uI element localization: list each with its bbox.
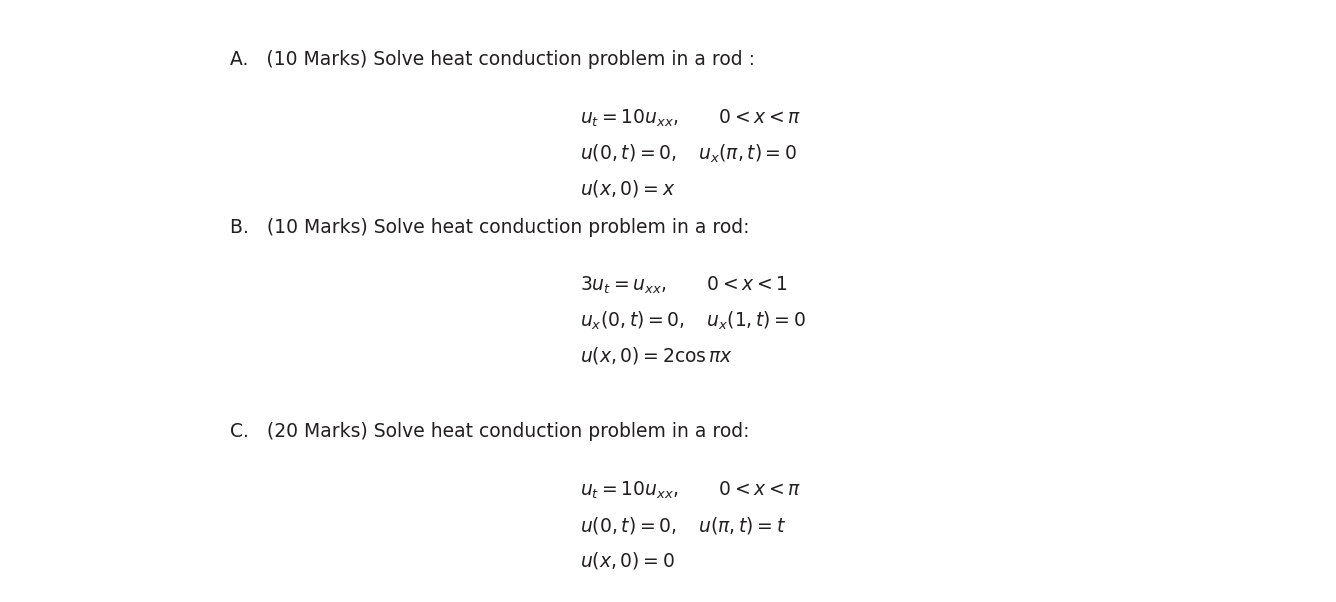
Text: $u_t = 10u_{xx},\qquad 0 < x < \pi$: $u_t = 10u_{xx},\qquad 0 < x < \pi$	[580, 108, 802, 129]
Text: $u(0,t) = 0,\quad u_x(\pi, t) = 0$: $u(0,t) = 0,\quad u_x(\pi, t) = 0$	[580, 143, 798, 166]
Text: A.   (10 Marks) Solve heat conduction problem in a rod :: A. (10 Marks) Solve heat conduction prob…	[230, 50, 755, 69]
Text: $u_x(0,t) = 0,\quad u_x(1,t) = 0$: $u_x(0,t) = 0,\quad u_x(1,t) = 0$	[580, 310, 806, 332]
Text: C.   (20 Marks) Solve heat conduction problem in a rod:: C. (20 Marks) Solve heat conduction prob…	[230, 422, 749, 441]
Text: $3u_t = u_{xx},\qquad 0 < x < 1$: $3u_t = u_{xx},\qquad 0 < x < 1$	[580, 275, 788, 296]
Text: $u(x,0) = 2\cos\pi x$: $u(x,0) = 2\cos\pi x$	[580, 345, 733, 366]
Text: $u(x,0) = 0$: $u(x,0) = 0$	[580, 550, 675, 571]
Text: B.   (10 Marks) Solve heat conduction problem in a rod:: B. (10 Marks) Solve heat conduction prob…	[230, 218, 749, 237]
Text: $u(x,0) = x$: $u(x,0) = x$	[580, 178, 676, 199]
Text: $u_t = 10u_{xx},\qquad 0 < x < \pi$: $u_t = 10u_{xx},\qquad 0 < x < \pi$	[580, 480, 802, 501]
Text: $u(0,t) = 0,\quad u(\pi, t) = t$: $u(0,t) = 0,\quad u(\pi, t) = t$	[580, 515, 786, 536]
